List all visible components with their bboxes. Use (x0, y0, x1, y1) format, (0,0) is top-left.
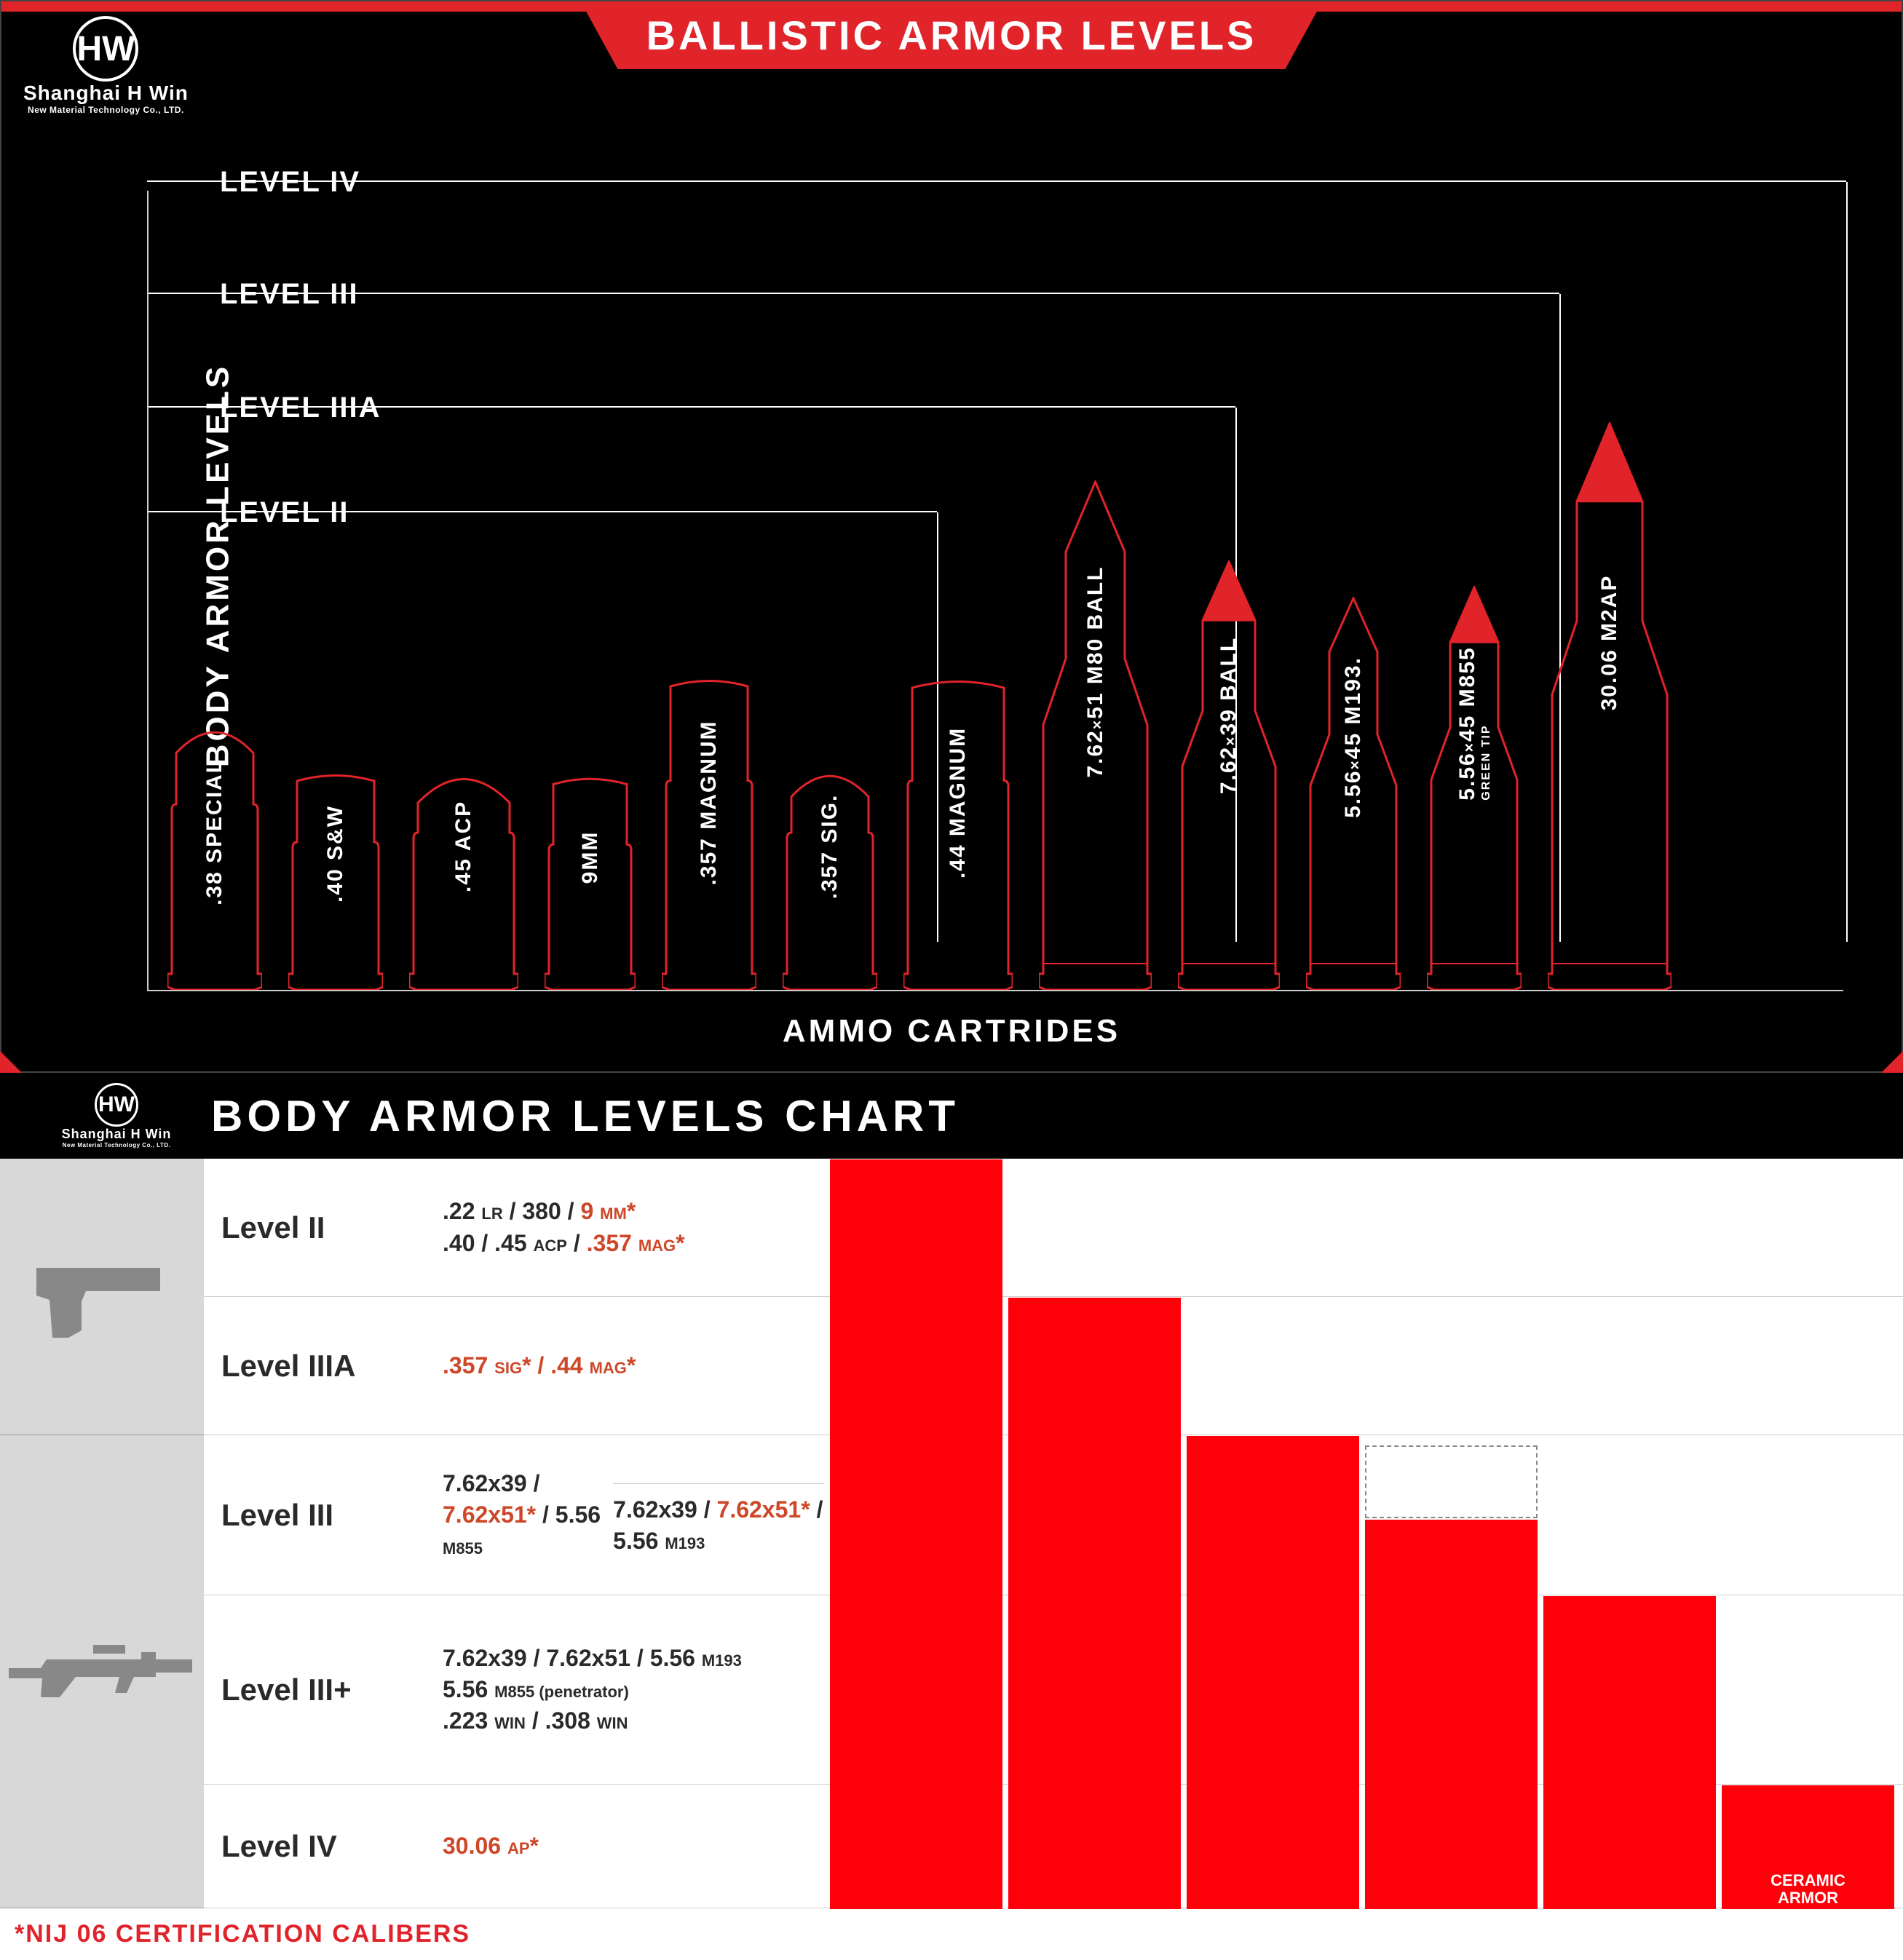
ammo-cell: 7.62x39 / 7.62x51* / 5.56 M8557.62x39 / … (437, 1435, 830, 1595)
level-line: LEVEL IV (147, 180, 1846, 182)
cartridge: .44 MAGNUM (903, 677, 1013, 990)
armor-bar (1543, 1596, 1716, 1909)
ammo-cell: .357 SIG* / .44 MAG* (437, 1297, 830, 1435)
cartridge: .357 SIG. (783, 757, 877, 990)
cartridge-label: .38 SPECIAL (202, 758, 227, 905)
armor-type-label: POLYETHYLENEARMOR (1369, 1479, 1533, 1514)
section2-header: HW Shanghai H Win New Material Technolog… (0, 1073, 1903, 1159)
cartridge-label: 30.06 M2AP (1597, 575, 1622, 711)
cartridge-label: 7.62×51 M80 BALL (1083, 566, 1108, 777)
cartridge: 5.56×45 M193. (1306, 597, 1401, 990)
armor-levels-chart: BODY ARMOR LEVELS LEVEL IV LEVEL III LEV… (118, 140, 1858, 991)
brand-sub: New Material Technology Co., LTD. (22, 1142, 211, 1148)
cartridge: .40 S&W (288, 771, 383, 990)
level-cell: Level III+ (204, 1595, 437, 1785)
level-cell: Level IIIA (204, 1297, 437, 1435)
armor-type-label: CERAMICARMOR (1726, 1872, 1890, 1907)
armor-bar (1008, 1298, 1181, 1909)
ammo-cell: .22 LR / 380 / 9 MM*.40 / .45 ACP / .357… (437, 1159, 830, 1297)
brand-logo: HW Shanghai H Win New Material Technolog… (23, 16, 189, 115)
cartridge-label: 5.56×45 M855GREEN TIP (1455, 646, 1493, 800)
corner-left-icon (0, 1051, 22, 1073)
brand-logo-small: HW Shanghai H Win New Material Technolog… (22, 1083, 211, 1148)
header: HW Shanghai H Win New Material Technolog… (1, 1, 1902, 96)
brand-name: Shanghai H Win (22, 1127, 211, 1142)
cartridge: .357 MAGNUM (662, 677, 756, 990)
armor-levels-table: Level II.22 LR / 380 / 9 MM*.40 / .45 AC… (0, 1159, 1903, 1908)
cartridge-label: .357 MAGNUM (697, 720, 721, 885)
armor-bar (1187, 1436, 1359, 1909)
armor-bar (1365, 1520, 1538, 1909)
cartridge-label: .45 ACP (451, 801, 476, 892)
ammo-cell: 7.62x39 / 7.62x51 / 5.56 M1935.56 M855 (… (437, 1595, 830, 1785)
level-cell: Level III (204, 1435, 437, 1595)
cartridge: 5.56×45 M855GREEN TIP (1427, 586, 1522, 990)
gun-icon-cell (0, 1435, 204, 1908)
pistol-icon (33, 1253, 171, 1341)
corner-right-icon (1881, 1051, 1903, 1073)
level-cell: Level II (204, 1159, 437, 1297)
brand-sub: New Material Technology Co., LTD. (23, 105, 189, 115)
brand-mark-icon: HW (95, 1083, 138, 1127)
page-title-tab: BALLISTIC ARMOR LEVELS (581, 1, 1323, 69)
footer-note: *NIJ 06 CERTIFICATION CALIBERS (0, 1908, 1903, 1960)
cartridge: 9MM (545, 775, 636, 990)
cartridge: .38 SPECIAL (167, 713, 262, 990)
cartridge-label: .44 MAGNUM (946, 727, 970, 878)
cartridge-label: 7.62×39 BALL (1216, 637, 1241, 794)
rifle-icon (7, 1639, 197, 1705)
cartridge: .45 ACP (409, 757, 518, 990)
cartridge: 7.62×39 BALL (1178, 560, 1280, 990)
page-title: BALLISTIC ARMOR LEVELS (646, 12, 1257, 58)
gun-icon-cell (0, 1159, 204, 1435)
cartridge-label: 9MM (578, 831, 603, 884)
cartridge-label: .40 S&W (323, 805, 348, 902)
armor-bar (830, 1159, 1002, 1909)
top-section: HW Shanghai H Win New Material Technolog… (0, 0, 1903, 1073)
cartridges-row: .38 SPECIAL .40 S&W .45 ACP 9MM .357 MAG… (147, 191, 1843, 991)
x-axis-label: AMMO CARTRIDES (1, 1013, 1902, 1050)
level-cell: Level IV (204, 1785, 437, 1908)
section2-title: BODY ARMOR LEVELS CHART (211, 1091, 960, 1141)
cartridge-label: 5.56×45 M193. (1341, 656, 1366, 818)
ammo-cell: 30.06 AP* (437, 1785, 830, 1908)
cartridge-label: .357 SIG. (818, 794, 842, 900)
brand-name: Shanghai H Win (23, 82, 189, 105)
brand-mark-icon: HW (73, 16, 138, 82)
cartridge: 7.62×51 M80 BALL (1039, 480, 1152, 990)
armor-cell: CERAMICARMOR (830, 1785, 1903, 1908)
cartridge: 30.06 M2AP (1548, 422, 1671, 990)
